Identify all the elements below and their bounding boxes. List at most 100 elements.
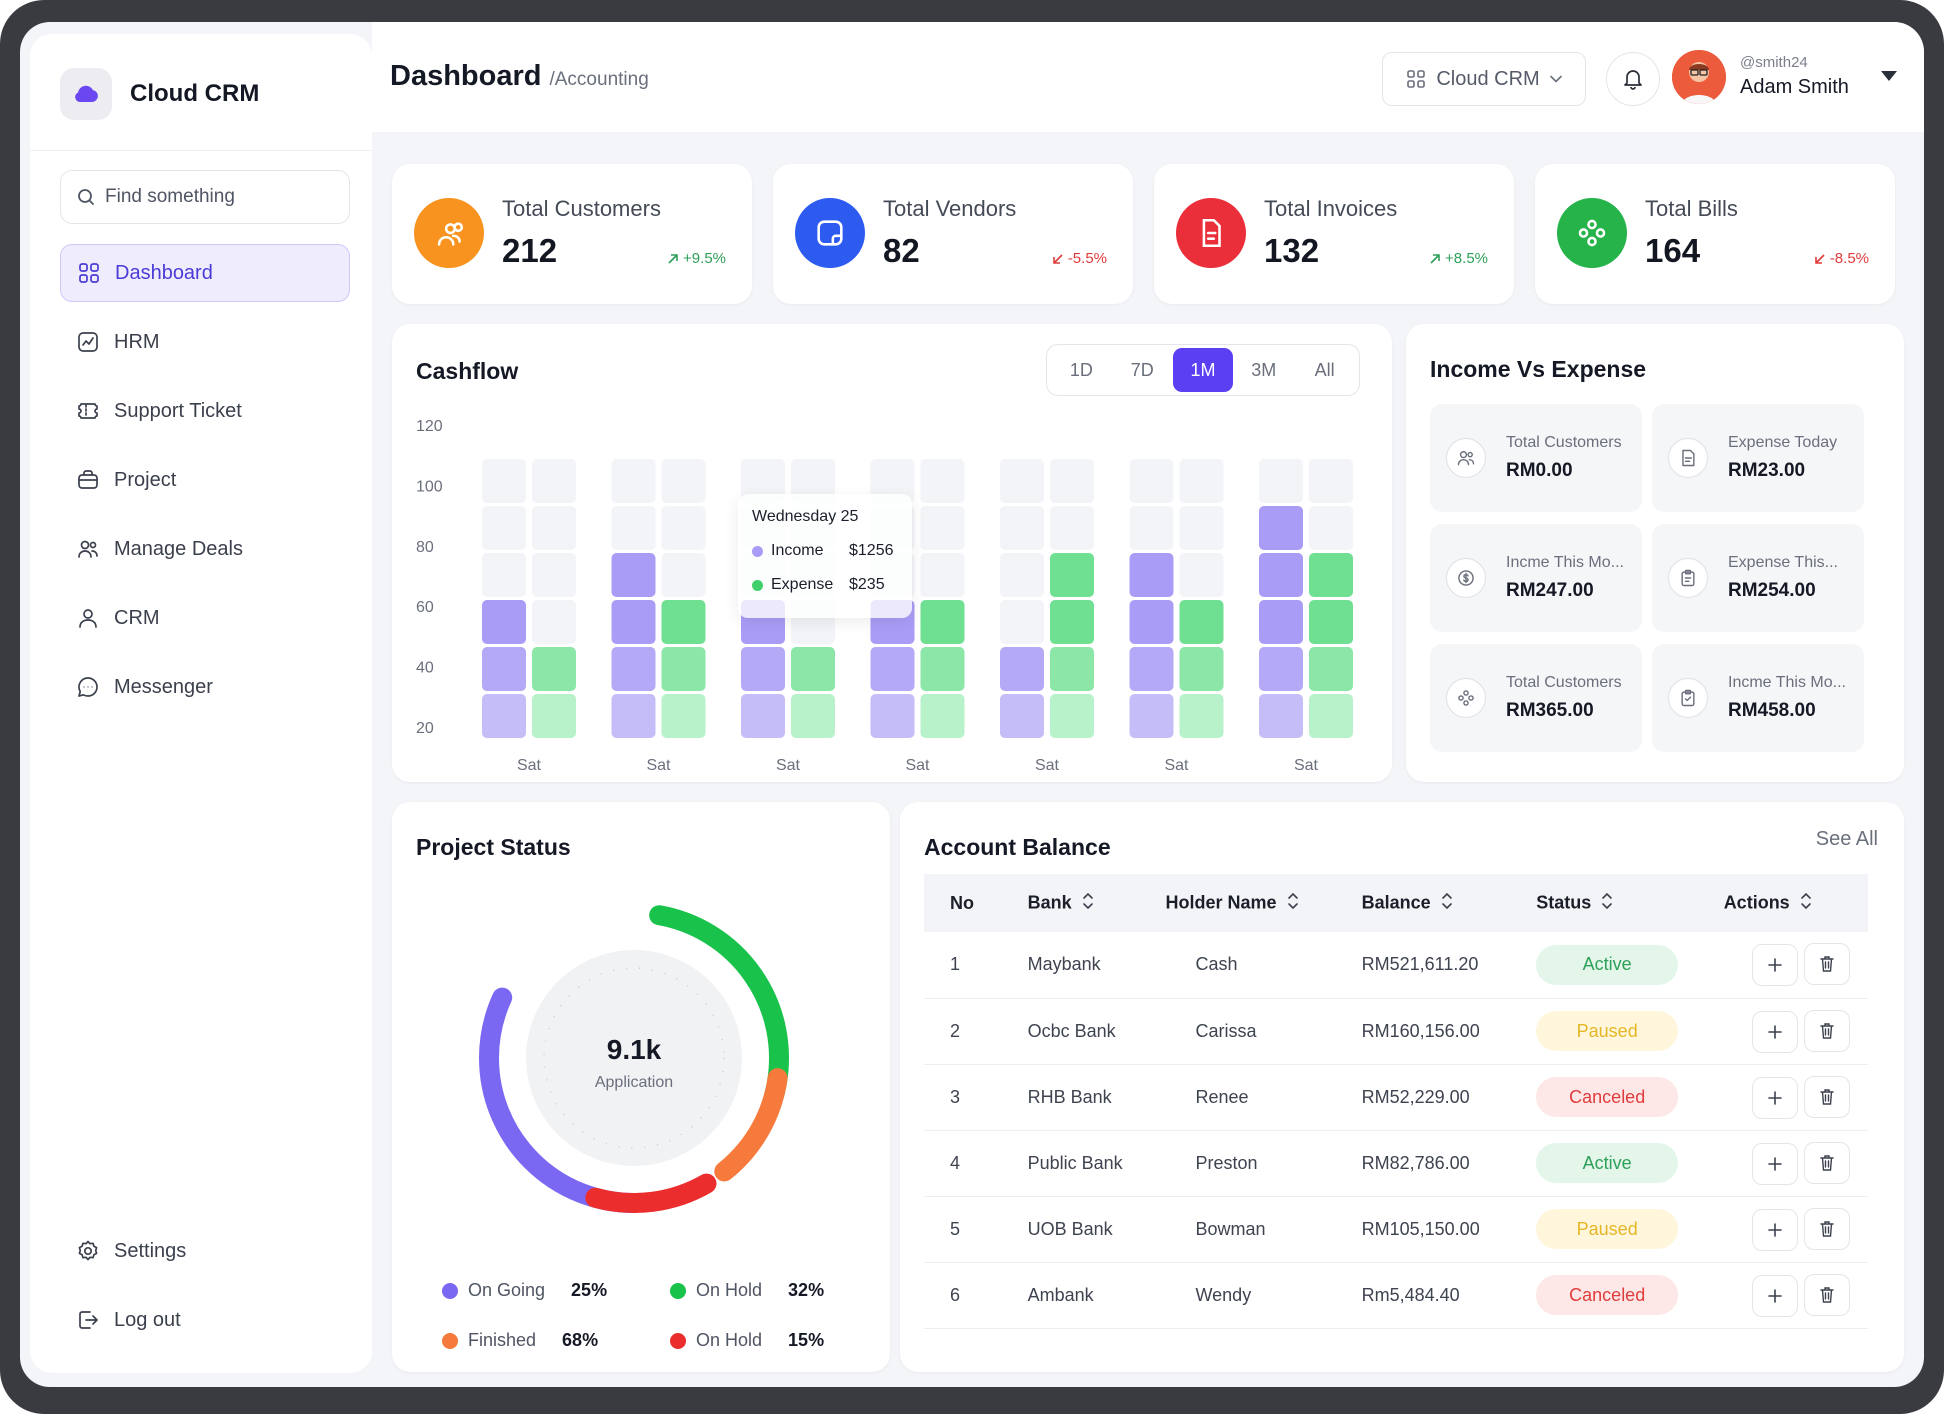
expense-bar-cell[interactable] [920,694,965,738]
income-bar-cell[interactable] [741,694,785,738]
range-tab-1d[interactable]: 1D [1069,359,1093,380]
column-header-holder-name[interactable]: Holder Name [1140,874,1336,932]
income-bar-cell[interactable] [1259,553,1303,597]
expense-bar-cell[interactable] [1309,600,1353,644]
sidebar-item-dashboard[interactable]: Dashboard [60,244,350,302]
stat-card-total-vendors[interactable]: Total Vendors 82 -5.5% [773,164,1133,304]
table-row[interactable]: 1 Maybank Cash RM521,611.20 Active [924,932,1868,999]
sidebar-item-log-out[interactable]: Log out [60,1291,350,1349]
sidebar-item-messenger[interactable]: Messenger [60,658,350,716]
arc-finished[interactable] [470,902,798,1222]
income-bar-cell[interactable] [870,647,915,691]
income-bar-cell[interactable] [1000,694,1044,738]
delete-button[interactable] [1803,1207,1850,1250]
range-tab-1m[interactable]: 1M [1172,348,1234,392]
expense-bar-cell[interactable] [920,647,965,691]
summary-tile[interactable]: Incme This Mo... RM247.00 [1430,524,1642,632]
expense-bar-cell[interactable] [1050,600,1094,644]
delete-button[interactable] [1803,1273,1850,1316]
sidebar-item-project[interactable]: Project [60,451,350,509]
sidebar-item-settings[interactable]: Settings [60,1222,350,1280]
summary-tile[interactable]: Expense Today RM23.00 [1652,404,1864,512]
sidebar-item-crm[interactable]: CRM [60,589,350,647]
column-header-actions[interactable]: Actions [1698,874,1868,932]
income-bar-cell[interactable] [1259,647,1303,691]
table-row[interactable]: 5 UOB Bank Bowman RM105,150.00 Paused [924,1196,1868,1263]
income-bar-cell[interactable] [611,553,656,597]
range-tab-7d[interactable]: 7D [1130,359,1154,380]
income-bar-cell[interactable] [1000,647,1044,691]
expense-bar-cell[interactable] [1050,647,1094,691]
see-all-link[interactable]: See All [1815,828,1878,850]
add-button[interactable] [1751,1208,1798,1251]
expense-bar-cell[interactable] [1179,600,1224,644]
column-header-status[interactable]: Status [1510,874,1698,932]
summary-tile[interactable]: Incme This Mo... RM458.00 [1652,644,1864,752]
expense-bar-cell[interactable] [1050,694,1094,738]
delete-button[interactable] [1803,943,1850,986]
summary-tile[interactable]: Total Customers RM0.00 [1430,404,1642,512]
app-logo[interactable]: Cloud CRM [60,68,259,120]
table-row[interactable]: 3 RHB Bank Renee RM52,229.00 Canceled [924,1064,1868,1131]
breadcrumb[interactable]: /Accounting [549,69,649,90]
add-button[interactable] [1751,1010,1798,1053]
income-bar-cell[interactable] [1129,553,1174,597]
expense-bar-cell[interactable] [532,647,576,691]
delete-button[interactable] [1803,1009,1850,1052]
stat-card-total-customers[interactable]: Total Customers 212 +9.5% [392,164,752,304]
search-input[interactable] [105,186,325,208]
income-bar-cell[interactable] [741,647,785,691]
income-bar-cell[interactable] [482,647,526,691]
table-row[interactable]: 4 Public Bank Preston RM82,786.00 Active [924,1130,1868,1197]
income-bar-cell[interactable] [1129,600,1174,644]
sort-icon[interactable] [1287,891,1299,916]
add-button[interactable] [1751,1274,1798,1317]
expense-bar-cell[interactable] [661,647,706,691]
workspace-select[interactable]: Cloud CRM [1382,52,1586,106]
expense-bar-cell[interactable] [1050,553,1094,597]
table-row[interactable]: 6 Ambank Wendy Rm5,484.40 Canceled [924,1262,1868,1329]
income-bar-cell[interactable] [611,647,656,691]
delete-button[interactable] [1803,1141,1850,1184]
expense-bar-cell[interactable] [1179,694,1224,738]
arc-on-hold-red[interactable] [436,902,832,1232]
summary-tile[interactable]: Expense This... RM254.00 [1652,524,1864,632]
expense-bar-cell[interactable] [661,694,706,738]
sidebar-item-manage-deals[interactable]: Manage Deals [60,520,350,578]
expense-bar-cell[interactable] [1309,647,1353,691]
expense-bar-cell[interactable] [1309,553,1353,597]
table-row[interactable]: 2 Ocbc Bank Carissa RM160,156.00 Paused [924,998,1868,1065]
add-button[interactable] [1751,944,1798,987]
expense-bar-cell[interactable] [1309,694,1353,738]
stat-card-total-invoices[interactable]: Total Invoices 132 +8.5% [1154,164,1514,304]
expense-bar-cell[interactable] [791,694,835,738]
range-tab-all[interactable]: All [1314,359,1335,380]
add-button[interactable] [1751,1142,1798,1185]
income-bar-cell[interactable] [1259,506,1303,550]
sidebar-item-hrm[interactable]: HRM [60,313,350,371]
sort-icon[interactable] [1601,891,1613,916]
expense-bar-cell[interactable] [920,600,965,644]
income-bar-cell[interactable] [1259,694,1303,738]
income-bar-cell[interactable] [1259,600,1303,644]
notifications-button[interactable] [1606,52,1660,106]
summary-tile[interactable]: Total Customers RM365.00 [1430,644,1642,752]
income-bar-cell[interactable] [482,694,526,738]
column-header-balance[interactable]: Balance [1336,874,1511,932]
user-name[interactable]: Adam Smith [1740,76,1849,98]
sort-icon[interactable] [1800,891,1812,916]
income-bar-cell[interactable] [482,600,526,644]
stat-card-total-bills[interactable]: Total Bills 164 -8.5% [1535,164,1895,304]
avatar[interactable] [1672,50,1726,104]
search-box[interactable] [60,170,350,224]
expense-bar-cell[interactable] [791,647,835,691]
user-menu-caret-icon[interactable] [1880,70,1898,82]
income-bar-cell[interactable] [611,600,656,644]
sidebar-item-support-ticket[interactable]: Support Ticket [60,382,350,440]
range-tab-3m[interactable]: 3M [1251,359,1277,380]
sort-icon[interactable] [1082,891,1094,916]
sort-icon[interactable] [1441,891,1453,916]
income-bar-cell[interactable] [1129,694,1174,738]
income-bar-cell[interactable] [870,694,915,738]
expense-bar-cell[interactable] [1179,647,1224,691]
